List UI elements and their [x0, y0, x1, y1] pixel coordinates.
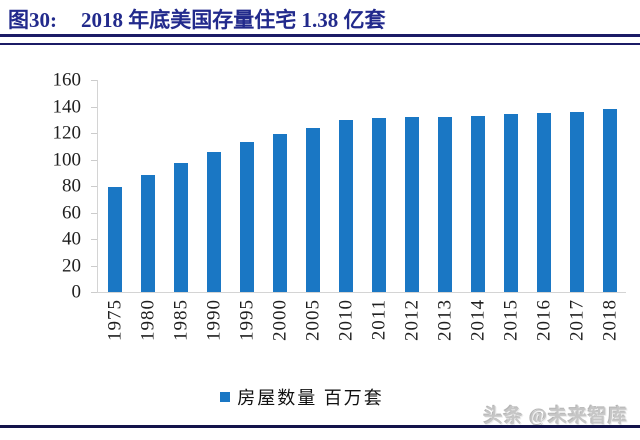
x-tick-label: 2000: [269, 299, 290, 341]
y-tick-label: 140: [52, 96, 82, 117]
y-tick-label: 20: [62, 255, 81, 276]
x-tick-label: 2016: [533, 299, 554, 341]
bar-column-2018: 2018: [593, 80, 626, 341]
bar-2015: [503, 114, 518, 292]
bar-2005: [305, 127, 320, 292]
bar-2014: [470, 115, 485, 292]
y-tick-label: 160: [52, 69, 82, 91]
bar-2018: [602, 109, 617, 292]
y-tick-mark: [91, 265, 97, 267]
y-tick-label: 0: [71, 281, 82, 303]
bar-1990: [206, 151, 221, 292]
y-axis-labels: 160 140 120 100 80 60 40 20 0: [0, 71, 90, 302]
bars-wrap: 1975 1980 1985 1990 1995 2000 2005 2010 2011 2012…: [98, 80, 626, 341]
y-tick-mark: [91, 106, 97, 108]
y-tick-label: 40: [62, 228, 81, 250]
header-rule-thick: [0, 34, 640, 37]
bar-column-2015: 2015: [494, 80, 527, 341]
y-tick-label: 80: [62, 175, 81, 197]
bar-column-2000: 2000: [263, 80, 296, 341]
x-tick-label: 2012: [401, 299, 422, 341]
bar-1985: [173, 163, 188, 292]
y-tick-mark: [91, 159, 97, 161]
bar-column-2017: 2017: [560, 80, 593, 341]
bar-1995: [239, 142, 254, 292]
bar-column-2016: 2016: [527, 80, 560, 341]
x-tick-label: 2011: [368, 299, 389, 341]
x-tick-label: 1995: [236, 299, 257, 341]
bar-column-2010: 2010: [329, 80, 362, 341]
x-tick-label: 2015: [500, 299, 521, 341]
figure-number-label: 图30:: [8, 8, 57, 32]
figure-title: 图30: 2018 年底美国存量住宅 1.38 亿套: [8, 4, 632, 34]
bar-2000: [272, 134, 287, 292]
bar-column-1995: 1995: [230, 80, 263, 341]
header-rule-thin: [0, 43, 640, 45]
y-tick-mark: [91, 186, 97, 187]
bar-column-2011: 2011: [362, 80, 395, 340]
x-tick-label: 2018: [599, 299, 620, 341]
x-tick-label: 2017: [566, 299, 587, 341]
legend-marker-square: [220, 392, 231, 402]
x-tick-label: 2005: [302, 299, 323, 341]
bar-2011: [371, 118, 386, 292]
bar-2012: [404, 117, 419, 292]
bar-column-1990: 1990: [197, 80, 230, 341]
y-tick-label: 60: [62, 202, 81, 223]
bar-column-1985: 1985: [164, 80, 197, 341]
bottom-rule: [0, 425, 640, 428]
bar-1980: [140, 175, 155, 292]
x-tick-label: 1980: [137, 299, 158, 341]
x-tick-label: 2013: [434, 299, 455, 341]
legend-label: 房屋数量 百万套: [237, 388, 384, 408]
bar-2016: [536, 113, 551, 292]
y-tick-label: 100: [52, 149, 82, 170]
figure-title-text: 2018 年底美国存量住宅 1.38 亿套: [81, 8, 386, 32]
bar-2013: [437, 117, 452, 292]
x-tick-label: 2014: [467, 299, 488, 341]
bar-column-2014: 2014: [461, 80, 494, 341]
bar-2010: [338, 119, 353, 292]
plot-area: 1975 1980 1985 1990 1995 2000 2005 2010 2011 2012…: [91, 80, 626, 341]
x-tick-label: 1985: [170, 299, 191, 341]
y-tick-label: 120: [52, 122, 82, 144]
bar-column-2012: 2012: [395, 80, 428, 341]
bar-column-1980: 1980: [131, 80, 164, 341]
x-tick-label: 1990: [203, 299, 224, 341]
bar-column-2013: 2013: [428, 80, 461, 341]
legend: 房屋数量 百万套: [0, 384, 622, 410]
watermark-text: 头条 @未来智库: [483, 406, 628, 427]
bar-2017: [569, 111, 584, 292]
bar-column-1975: 1975: [98, 80, 131, 341]
y-tick-mark: [91, 292, 97, 293]
x-tick-label: 2010: [335, 299, 356, 341]
y-tick-mark: [91, 133, 97, 134]
y-tick-mark: [91, 239, 97, 240]
y-tick-mark: [91, 212, 97, 214]
bar-column-2005: 2005: [296, 80, 329, 341]
x-tick-label: 1975: [104, 299, 125, 341]
bar-1975: [107, 187, 122, 292]
y-tick-mark: [91, 80, 97, 81]
